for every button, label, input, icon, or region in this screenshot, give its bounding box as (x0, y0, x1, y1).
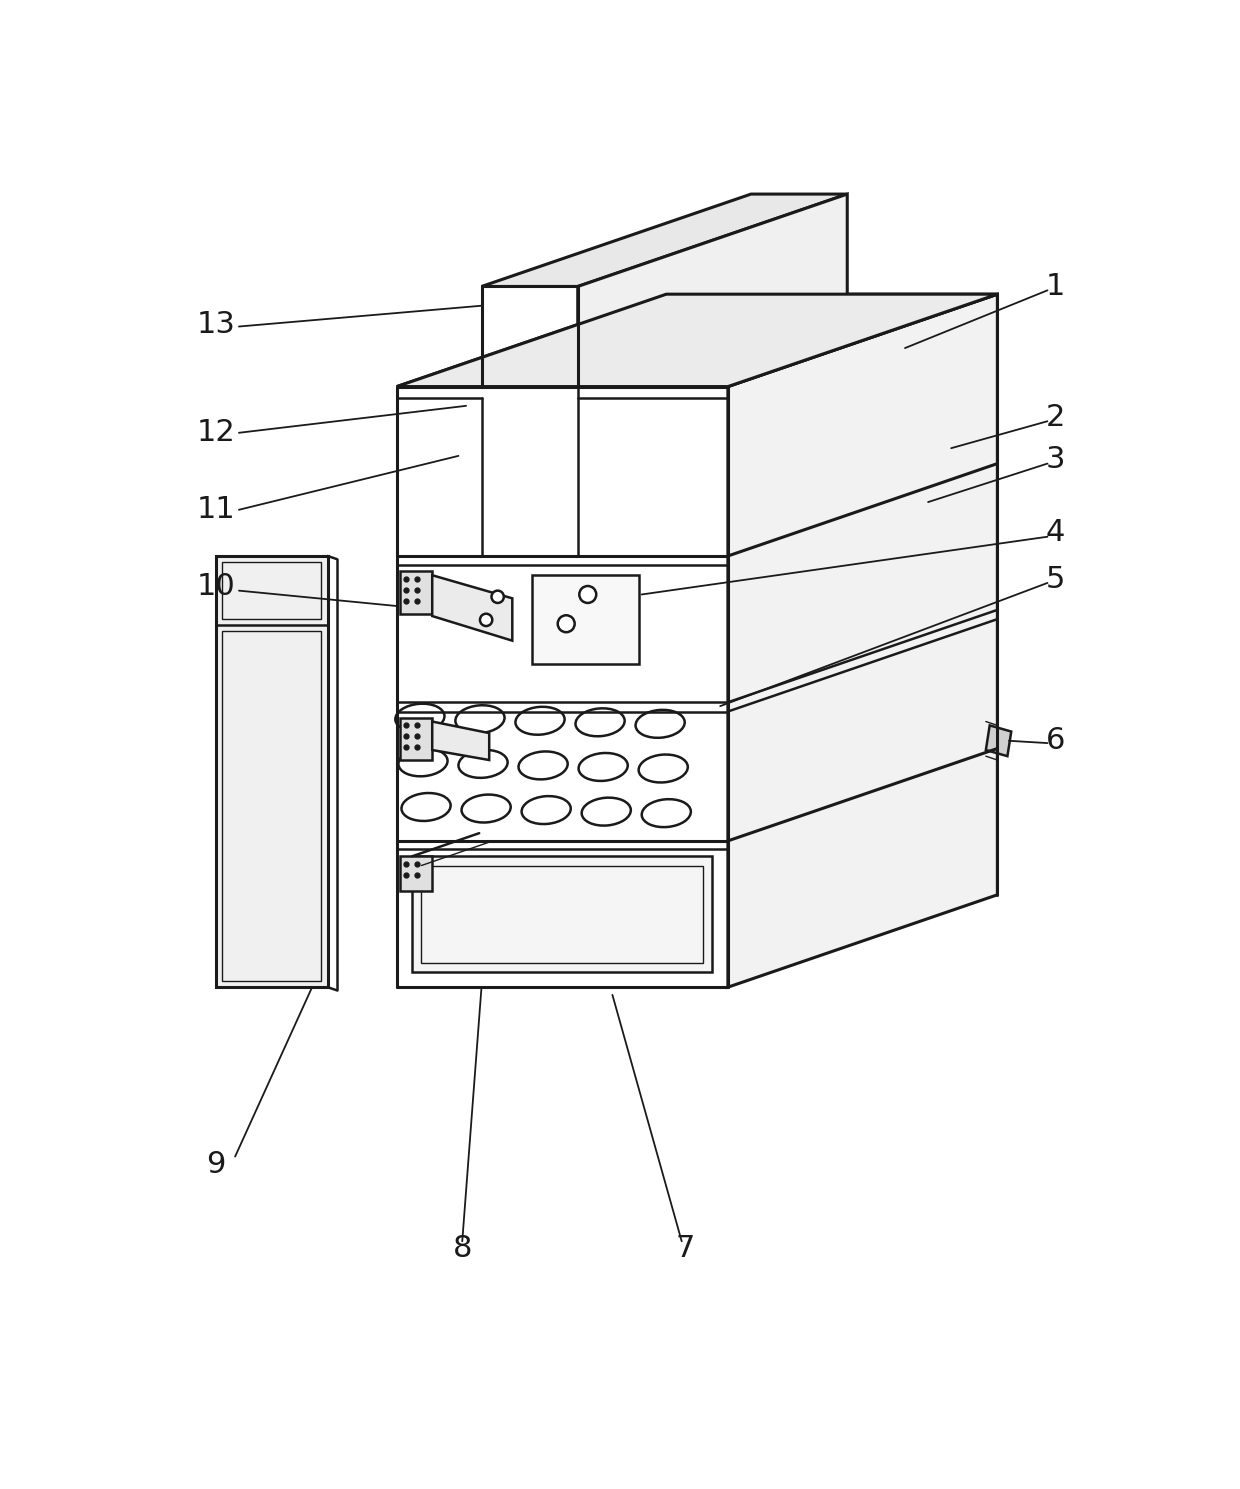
Ellipse shape (402, 794, 450, 820)
Ellipse shape (636, 710, 684, 739)
Polygon shape (399, 718, 433, 759)
Bar (532, 575, 640, 664)
Text: 2: 2 (1045, 404, 1065, 432)
Text: 9: 9 (206, 1150, 226, 1179)
Ellipse shape (398, 749, 448, 776)
Ellipse shape (579, 753, 627, 780)
Text: 4: 4 (1045, 518, 1065, 548)
Bar (422, 865, 703, 962)
Ellipse shape (639, 755, 688, 783)
Bar (412, 856, 713, 972)
Ellipse shape (455, 706, 505, 733)
Polygon shape (399, 856, 433, 890)
Ellipse shape (396, 704, 444, 731)
Ellipse shape (558, 615, 574, 633)
Polygon shape (433, 575, 512, 640)
Polygon shape (481, 194, 847, 286)
Polygon shape (397, 295, 997, 387)
Ellipse shape (582, 798, 631, 825)
Ellipse shape (642, 800, 691, 826)
Text: 5: 5 (1045, 564, 1065, 594)
Ellipse shape (461, 795, 511, 822)
Ellipse shape (459, 750, 507, 777)
Polygon shape (986, 725, 1012, 756)
Polygon shape (433, 722, 490, 759)
Polygon shape (397, 295, 997, 387)
Ellipse shape (518, 752, 568, 779)
Ellipse shape (579, 587, 596, 603)
Polygon shape (728, 295, 997, 987)
Ellipse shape (522, 797, 570, 823)
Text: 6: 6 (1045, 727, 1065, 755)
Polygon shape (578, 194, 847, 387)
Text: 13: 13 (196, 311, 236, 339)
Polygon shape (216, 555, 327, 987)
Ellipse shape (516, 707, 564, 734)
Bar (222, 631, 321, 981)
Ellipse shape (491, 591, 503, 603)
Text: 12: 12 (196, 418, 236, 447)
Text: 8: 8 (453, 1234, 472, 1264)
Text: 10: 10 (196, 572, 236, 602)
Text: 1: 1 (1045, 272, 1065, 301)
Ellipse shape (575, 709, 625, 736)
Polygon shape (399, 572, 433, 613)
Text: 3: 3 (1045, 445, 1065, 474)
Bar (222, 563, 321, 619)
Text: 7: 7 (676, 1234, 696, 1264)
Text: 11: 11 (196, 496, 236, 524)
Ellipse shape (480, 613, 492, 625)
